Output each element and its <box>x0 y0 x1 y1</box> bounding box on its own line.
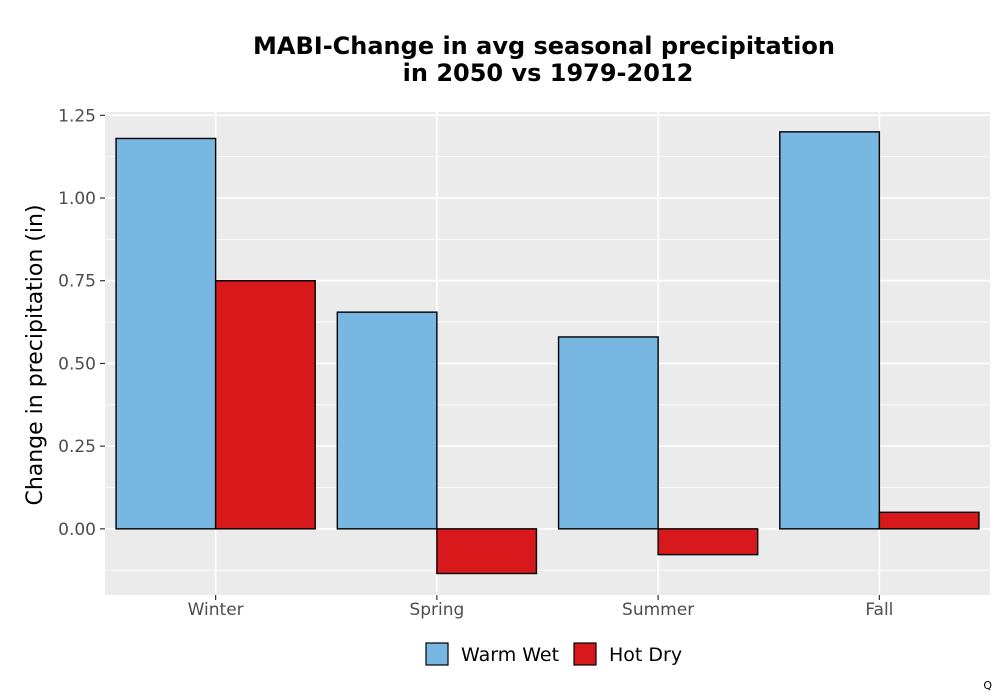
x-axis: Winter Spring Summer Fall <box>188 595 893 620</box>
y-tick-label: 1.00 <box>58 189 96 209</box>
x-tick-label-spring: Spring <box>409 600 464 620</box>
corner-mark: Q <box>983 679 992 692</box>
x-tick-label-fall: Fall <box>865 600 893 620</box>
y-tick-label: 1.25 <box>58 106 96 126</box>
chart-title-line-2: in 2050 vs 1979-2012 <box>403 59 694 87</box>
bar-warm-wet-winter <box>115 137 217 530</box>
bar-warm-wet-summer <box>557 336 659 530</box>
y-tick-label: 0.00 <box>58 520 96 540</box>
x-tick-label-winter: Winter <box>188 600 244 620</box>
y-tick-label: 0.75 <box>58 272 96 292</box>
y-axis: 0.00 0.25 0.50 0.75 1.00 1.25 <box>58 106 105 540</box>
bar-hot-dry-fall <box>878 511 980 530</box>
legend-label-hot-dry: Hot Dry <box>609 644 682 666</box>
y-tick-label: 0.50 <box>58 354 96 374</box>
bar-hot-dry-spring <box>436 528 538 575</box>
legend-label-warm-wet: Warm Wet <box>461 644 559 666</box>
chart-title-line-1: MABI-Change in avg seasonal precipitatio… <box>253 32 835 60</box>
x-tick-label-summer: Summer <box>622 600 694 620</box>
bar-hot-dry-winter <box>214 280 316 530</box>
y-axis-title: Change in precipitation (in) <box>23 204 48 505</box>
y-tick-label: 0.25 <box>58 437 96 457</box>
bar-warm-wet-fall <box>779 131 881 530</box>
bar-warm-wet-spring <box>336 311 438 530</box>
legend-swatch-hot-dry <box>573 642 597 666</box>
legend-swatch-warm-wet <box>425 642 449 666</box>
bar-hot-dry-summer <box>657 528 759 556</box>
legend: Warm Wet Hot Dry <box>425 642 682 666</box>
bars <box>115 131 980 575</box>
